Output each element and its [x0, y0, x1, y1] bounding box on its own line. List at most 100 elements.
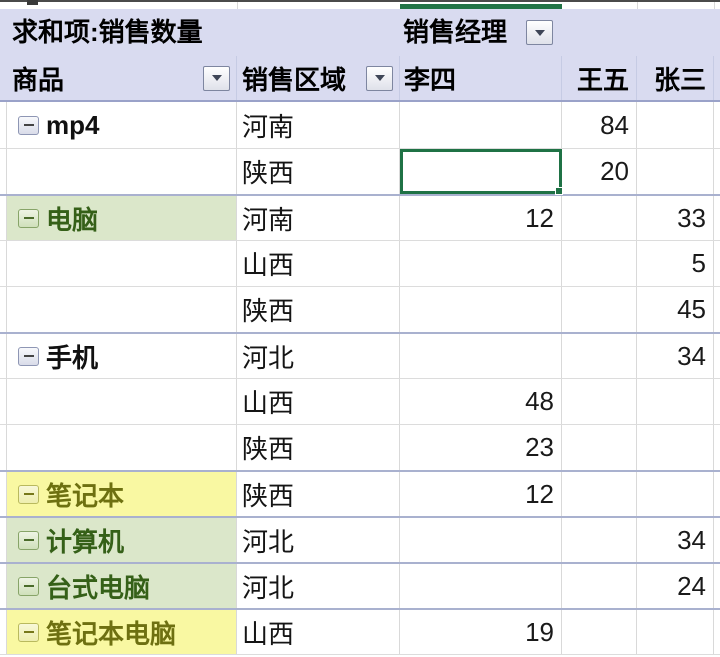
value-cell-zhangsan[interactable]: [637, 102, 714, 148]
region-filter-dropdown-button[interactable]: [366, 65, 393, 91]
edge-cell: [714, 610, 720, 654]
value-cell-zhangsan[interactable]: [637, 610, 714, 654]
value-cell-zhangsan[interactable]: 24: [637, 564, 714, 608]
product-cell[interactable]: [7, 379, 237, 424]
edge-cell: [714, 379, 720, 424]
product-cell[interactable]: [7, 287, 237, 332]
product-cell[interactable]: 电脑: [7, 196, 237, 240]
region-cell[interactable]: 陕西: [237, 287, 400, 332]
table-row: 笔记本电脑 山西 19: [0, 608, 720, 654]
value-cell-zhangsan[interactable]: 34: [637, 334, 714, 378]
value-cell-lisi[interactable]: [400, 334, 562, 378]
value-cell-wangwu[interactable]: 84: [562, 102, 637, 148]
value-cell-wangwu[interactable]: [562, 564, 637, 608]
product-cell[interactable]: 笔记本电脑: [7, 610, 237, 654]
product-cell[interactable]: mp4: [7, 102, 237, 148]
region-cell[interactable]: 河北: [237, 564, 400, 608]
product-cell[interactable]: [7, 241, 237, 286]
product-filter-dropdown-button[interactable]: [203, 65, 230, 91]
value-cell-lisi[interactable]: [400, 518, 562, 562]
value-cell-wangwu[interactable]: 20: [562, 149, 637, 194]
value-cell-wangwu[interactable]: [562, 241, 637, 286]
edge-cell: [0, 425, 7, 470]
product-cell[interactable]: [7, 425, 237, 470]
product-label: 笔记本: [46, 480, 125, 511]
product-cell[interactable]: 计算机: [7, 518, 237, 562]
region-cell[interactable]: 陕西: [237, 472, 400, 516]
edge-cell: [714, 149, 720, 194]
value-cell-wangwu[interactable]: [562, 518, 637, 562]
edge-cell: [0, 102, 7, 148]
value-cell-zhangsan[interactable]: [637, 379, 714, 424]
collapse-button[interactable]: [18, 622, 39, 642]
column-header-wangwu[interactable]: 王五: [562, 56, 637, 100]
product-cell[interactable]: 笔记本: [7, 472, 237, 516]
pivot-data-area: mp4 河南 84 陕西 20 电脑 河南 12 33: [0, 102, 720, 654]
column-header-zhangsan[interactable]: 张三: [637, 56, 714, 100]
region-cell[interactable]: 山西: [237, 379, 400, 424]
product-cell[interactable]: [7, 149, 237, 194]
bottom-row-sliver: [0, 654, 720, 657]
minus-icon: [23, 585, 34, 587]
collapse-button[interactable]: [18, 346, 39, 366]
value-cell-zhangsan[interactable]: 34: [637, 518, 714, 562]
value-cell-zhangsan[interactable]: [637, 149, 714, 194]
product-label: 计算机: [46, 526, 125, 557]
region-cell[interactable]: 山西: [237, 241, 400, 286]
value-cell-lisi[interactable]: [400, 102, 562, 148]
column-header-lisi[interactable]: 李四: [400, 56, 562, 100]
collapse-button[interactable]: [18, 115, 39, 135]
product-label: 手机: [46, 342, 99, 373]
collapse-button[interactable]: [18, 530, 39, 550]
table-row: 电脑 河南 12 33: [0, 194, 720, 240]
filter-dropdown-button[interactable]: [526, 20, 553, 45]
value-cell-lisi[interactable]: 19: [400, 610, 562, 654]
minus-icon: [23, 124, 34, 126]
minus-icon: [23, 493, 34, 495]
value-cell-wangwu[interactable]: [562, 610, 637, 654]
value-cell-zhangsan[interactable]: 5: [637, 241, 714, 286]
value-cell-zhangsan[interactable]: 45: [637, 287, 714, 332]
fill-handle[interactable]: [555, 187, 563, 195]
value-cell-wangwu[interactable]: [562, 287, 637, 332]
value-cell-zhangsan[interactable]: [637, 472, 714, 516]
product-cell[interactable]: 台式电脑: [7, 564, 237, 608]
value-cell-lisi[interactable]: [400, 241, 562, 286]
value-cell-wangwu[interactable]: [562, 334, 637, 378]
collapse-button[interactable]: [18, 484, 39, 504]
region-cell[interactable]: 河北: [237, 518, 400, 562]
region-cell[interactable]: 山西: [237, 610, 400, 654]
region-cell[interactable]: 河南: [237, 102, 400, 148]
product-header-label: 商品: [12, 64, 65, 95]
top-row-sliver: [0, 0, 720, 9]
edge-cell: [0, 241, 7, 286]
region-cell[interactable]: 河南: [237, 196, 400, 240]
value-cell-wangwu[interactable]: [562, 379, 637, 424]
collapse-button[interactable]: [18, 208, 39, 228]
value-cell-zhangsan[interactable]: 33: [637, 196, 714, 240]
collapse-button[interactable]: [18, 576, 39, 596]
selected-cell[interactable]: [400, 149, 563, 195]
value-cell-lisi[interactable]: 48: [400, 379, 562, 424]
value-cell-wangwu[interactable]: [562, 196, 637, 240]
product-cell[interactable]: 手机: [7, 334, 237, 378]
value-cell-lisi[interactable]: 23: [400, 425, 562, 470]
gridline: [637, 2, 638, 9]
value-cell-lisi[interactable]: 12: [400, 472, 562, 516]
product-label: 电脑: [46, 204, 99, 235]
value-cell-zhangsan[interactable]: [637, 425, 714, 470]
column-header-product[interactable]: 商品: [0, 56, 237, 100]
value-cell-wangwu[interactable]: [562, 472, 637, 516]
region-cell[interactable]: 陕西: [237, 149, 400, 194]
table-row: 台式电脑 河北 24: [0, 562, 720, 608]
edge-cell: [714, 564, 720, 608]
value-cell-wangwu[interactable]: [562, 425, 637, 470]
table-row: mp4 河南 84: [0, 102, 720, 148]
value-cell-lisi[interactable]: [400, 564, 562, 608]
value-cell-lisi[interactable]: [400, 287, 562, 332]
value-cell-lisi[interactable]: 12: [400, 196, 562, 240]
region-cell[interactable]: 河北: [237, 334, 400, 378]
column-header-region[interactable]: 销售区域: [237, 56, 400, 100]
minus-icon: [23, 355, 34, 357]
region-cell[interactable]: 陕西: [237, 425, 400, 470]
